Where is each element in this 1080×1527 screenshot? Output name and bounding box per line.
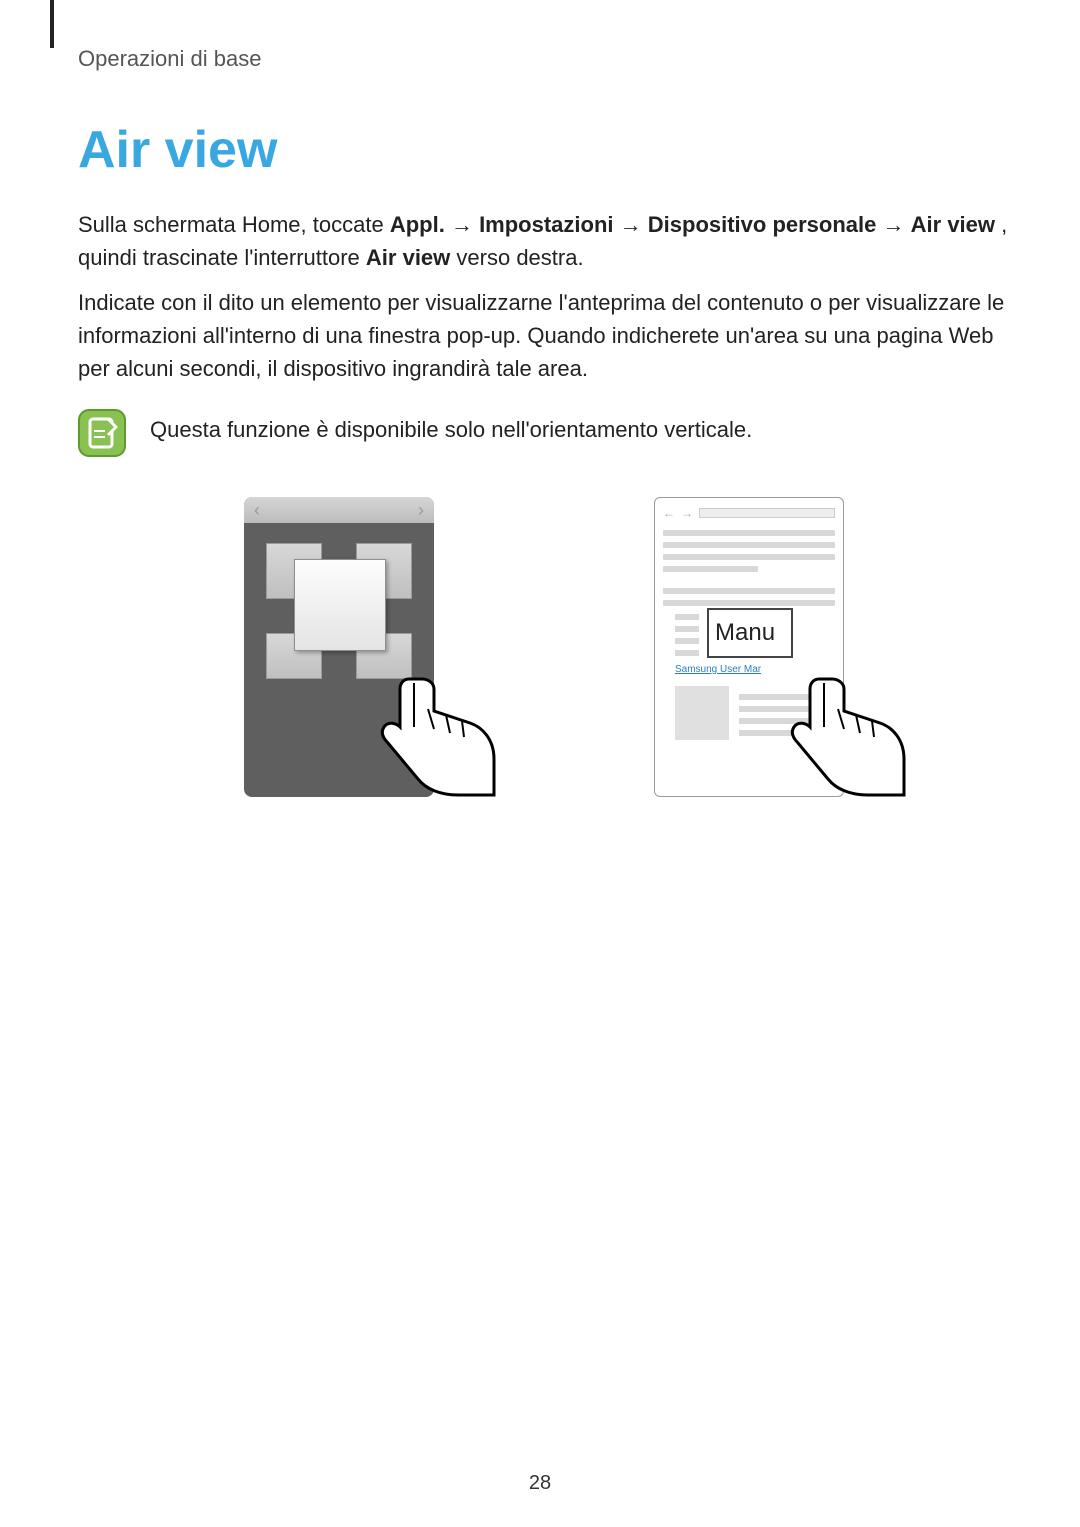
note-row: Questa funzione è disponibile solo nell'… [78, 409, 1010, 457]
illustrations-row: ‹ › ← [78, 497, 1010, 797]
text-line [663, 600, 835, 606]
text-line [663, 530, 835, 536]
document-page: Operazioni di base Air view Sulla scherm… [0, 0, 1080, 1527]
device-topbar: ‹ › [244, 497, 434, 523]
note-icon [78, 409, 126, 457]
text-line [663, 542, 835, 548]
hand-pointer-icon [354, 669, 504, 809]
chevron-left-icon: ‹ [254, 500, 260, 521]
label-appl: Appl. [390, 212, 445, 237]
text-line [663, 554, 835, 560]
note-text: Questa funzione è disponibile solo nell'… [150, 409, 752, 446]
magnified-text: Manu [715, 619, 775, 647]
preview-popup [294, 559, 386, 651]
image-placeholder [675, 686, 729, 740]
arrow: → [451, 212, 479, 237]
hyperlink-text: Samsung User Mar [675, 664, 761, 675]
magnifier-popup: Manu [707, 608, 793, 658]
label-air-view-toggle: Air view [366, 245, 450, 270]
section-breadcrumb: Operazioni di base [78, 46, 1010, 72]
label-air-view: Air view [911, 212, 995, 237]
label-impostazioni: Impostazioni [479, 212, 613, 237]
page-tab-mark [50, 0, 54, 48]
forward-arrow-icon: → [681, 506, 693, 520]
url-bar [699, 508, 835, 518]
paragraph-2: Indicate con il dito un elemento per vis… [78, 286, 1010, 385]
text-line [663, 588, 835, 594]
page-number: 28 [0, 1472, 1080, 1495]
arrow: → [620, 212, 648, 237]
page-title: Air view [78, 120, 1010, 180]
text: Sulla schermata Home, toccate [78, 212, 390, 237]
paragraph-1: Sulla schermata Home, toccate Appl. → Im… [78, 208, 1010, 274]
chevron-right-icon: › [418, 500, 424, 521]
text-line [663, 566, 758, 572]
illustration-gallery-preview: ‹ › [244, 497, 434, 797]
hand-pointer-icon [764, 669, 914, 809]
illustration-web-magnify: ← → Manu Samsung User Mar [654, 497, 844, 797]
arrow: → [883, 212, 911, 237]
text: verso destra. [456, 245, 583, 270]
side-text-lines [675, 608, 699, 662]
browser-toolbar: ← → [663, 506, 835, 520]
back-arrow-icon: ← [663, 506, 675, 520]
label-dispositivo-personale: Dispositivo personale [648, 212, 877, 237]
